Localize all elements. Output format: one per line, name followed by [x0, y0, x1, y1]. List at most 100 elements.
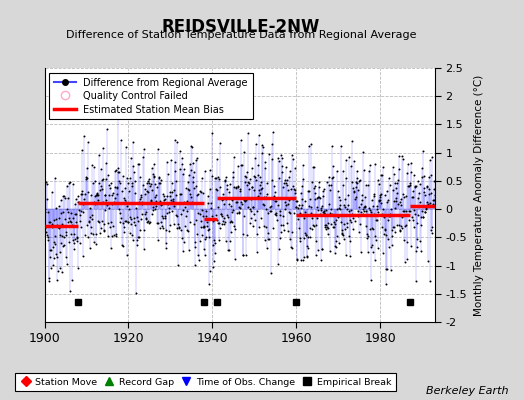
- Point: [48, 224, 56, 230]
- Point: [256, 174, 265, 180]
- Point: [374, 209, 383, 215]
- Point: [217, 221, 226, 228]
- Point: [191, 217, 200, 223]
- Point: [380, 230, 388, 237]
- Point: [150, 174, 158, 180]
- Point: [295, 225, 303, 231]
- Point: [122, 218, 130, 224]
- Point: [342, 157, 351, 163]
- Point: [94, 192, 103, 198]
- Point: [71, 236, 80, 242]
- Point: [146, 182, 155, 189]
- Point: [271, 198, 279, 204]
- Point: [254, 193, 263, 199]
- Point: [127, 220, 135, 227]
- Point: [332, 206, 341, 212]
- Point: [382, 232, 390, 238]
- Point: [398, 153, 407, 160]
- Point: [384, 236, 392, 242]
- Point: [69, 215, 77, 222]
- Point: [367, 225, 376, 231]
- Point: [94, 196, 102, 203]
- Point: [241, 198, 249, 205]
- Point: [183, 208, 191, 215]
- Point: [404, 161, 412, 168]
- Point: [278, 155, 286, 161]
- Point: [367, 209, 376, 216]
- Point: [171, 212, 180, 218]
- Point: [403, 239, 411, 245]
- Point: [63, 183, 71, 190]
- Point: [261, 194, 270, 200]
- Point: [190, 244, 199, 250]
- Point: [245, 186, 254, 192]
- Point: [397, 223, 405, 229]
- Point: [41, 178, 50, 185]
- Point: [392, 190, 401, 196]
- Point: [377, 172, 385, 178]
- Point: [332, 238, 340, 244]
- Point: [288, 156, 297, 162]
- Point: [214, 204, 223, 210]
- Point: [65, 215, 73, 222]
- Point: [178, 235, 186, 242]
- Point: [261, 236, 269, 243]
- Point: [63, 219, 72, 225]
- Point: [195, 238, 204, 244]
- Point: [324, 220, 332, 226]
- Point: [101, 206, 109, 213]
- Point: [272, 198, 280, 204]
- Point: [72, 196, 81, 202]
- Point: [354, 208, 363, 214]
- Point: [285, 174, 293, 181]
- Point: [238, 162, 246, 169]
- Point: [110, 200, 118, 206]
- Point: [179, 248, 187, 255]
- Point: [169, 221, 178, 228]
- Point: [352, 180, 361, 186]
- Point: [143, 219, 151, 225]
- Point: [306, 196, 314, 202]
- Point: [380, 191, 389, 198]
- Point: [125, 187, 134, 194]
- Point: [152, 203, 160, 209]
- Point: [91, 193, 99, 200]
- Point: [405, 216, 413, 223]
- Point: [313, 195, 321, 202]
- Point: [392, 198, 400, 205]
- Point: [219, 196, 227, 202]
- Point: [68, 222, 76, 228]
- Point: [86, 230, 95, 236]
- Point: [217, 210, 225, 217]
- Point: [80, 133, 88, 139]
- Point: [249, 204, 257, 210]
- Point: [92, 241, 100, 248]
- Point: [381, 226, 389, 232]
- Point: [193, 252, 202, 258]
- Point: [260, 164, 269, 171]
- Point: [145, 220, 154, 226]
- Point: [389, 224, 398, 230]
- Point: [400, 237, 409, 243]
- Point: [196, 188, 204, 194]
- Point: [337, 231, 346, 237]
- Point: [410, 172, 419, 178]
- Point: [357, 197, 366, 203]
- Point: [376, 192, 385, 198]
- Point: [83, 221, 91, 228]
- Point: [210, 258, 219, 265]
- Point: [43, 232, 51, 238]
- Point: [114, 92, 122, 98]
- Point: [51, 241, 59, 247]
- Point: [148, 211, 156, 218]
- Point: [162, 227, 170, 233]
- Point: [383, 188, 391, 194]
- Point: [154, 220, 162, 226]
- Point: [350, 188, 358, 194]
- Point: [384, 216, 392, 223]
- Point: [179, 170, 188, 177]
- Point: [344, 154, 353, 160]
- Point: [193, 231, 202, 238]
- Point: [194, 210, 202, 216]
- Point: [236, 205, 244, 211]
